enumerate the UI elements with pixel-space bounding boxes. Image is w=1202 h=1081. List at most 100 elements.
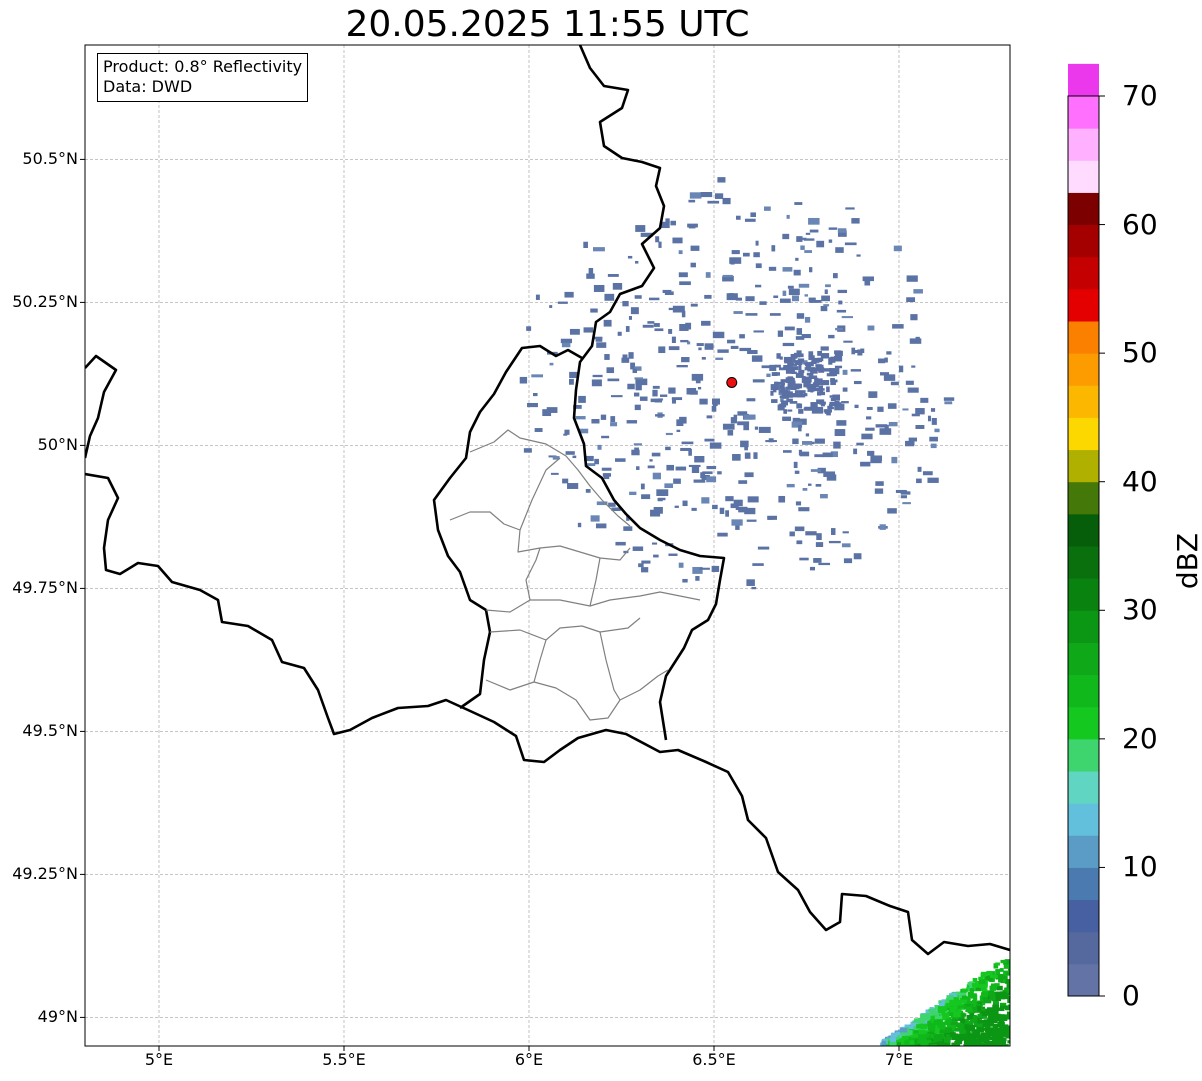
echo-cell bbox=[1009, 1000, 1010, 1005]
echo-cell bbox=[1013, 1018, 1020, 1022]
echo-cell bbox=[681, 441, 694, 445]
echo-cell bbox=[1013, 969, 1018, 975]
echo-cell bbox=[1015, 951, 1022, 956]
echo-cell bbox=[929, 436, 938, 442]
echo-cell bbox=[583, 327, 594, 333]
echo-cell bbox=[933, 1034, 938, 1041]
echo-cell bbox=[831, 528, 836, 535]
echo-cell bbox=[856, 442, 864, 446]
echo-cell bbox=[866, 406, 873, 410]
echo-cell bbox=[744, 444, 748, 451]
echo-cell bbox=[1012, 964, 1018, 969]
echo-cell bbox=[712, 504, 718, 510]
echo-cell bbox=[959, 1029, 966, 1034]
echo-cell bbox=[926, 1012, 932, 1017]
echo-cell bbox=[725, 510, 730, 517]
echo-cell bbox=[577, 522, 582, 528]
echo-cell bbox=[954, 1045, 962, 1046]
echo-cell bbox=[722, 423, 735, 430]
echo-cell bbox=[679, 281, 691, 286]
echo-cell bbox=[884, 1042, 891, 1046]
echo-cell bbox=[742, 252, 750, 257]
echo-cell bbox=[719, 507, 725, 514]
echo-cell bbox=[640, 483, 645, 490]
echo-cell bbox=[933, 1019, 941, 1025]
echo-cell bbox=[910, 314, 918, 321]
echo-cell bbox=[952, 1042, 961, 1046]
echo-cell bbox=[841, 401, 849, 404]
echo-cell bbox=[799, 391, 804, 398]
echo-cell bbox=[972, 978, 978, 983]
echo-cell bbox=[804, 316, 811, 323]
echo-cell bbox=[686, 387, 697, 395]
colorbar-segment bbox=[1068, 481, 1099, 515]
colorbar-tick-label: 70 bbox=[1122, 79, 1158, 112]
echo-cell bbox=[781, 387, 786, 394]
echo-cell bbox=[968, 1033, 975, 1037]
echo-cell bbox=[907, 387, 919, 393]
echo-cell bbox=[779, 395, 787, 398]
echo-cell bbox=[650, 398, 659, 403]
colorbar-segment bbox=[1068, 288, 1099, 322]
echo-cell bbox=[793, 461, 798, 469]
echo-cell bbox=[626, 515, 630, 521]
echo-cell bbox=[797, 358, 805, 362]
echo-cell bbox=[917, 1032, 925, 1038]
echo-cell bbox=[890, 1032, 898, 1038]
echo-cell bbox=[828, 358, 833, 365]
echo-cell bbox=[979, 1042, 988, 1046]
echo-cell bbox=[655, 414, 665, 417]
echo-cell bbox=[795, 501, 802, 506]
echo-cell bbox=[958, 1034, 965, 1038]
border-line bbox=[85, 472, 1010, 956]
colorbar-tick-label: 40 bbox=[1122, 464, 1158, 498]
border-line bbox=[85, 354, 118, 459]
district-line bbox=[519, 457, 561, 531]
echo-cell bbox=[1009, 1019, 1010, 1023]
echo-cell bbox=[827, 405, 831, 410]
echo-cell bbox=[812, 387, 820, 392]
echo-cell bbox=[1010, 971, 1018, 976]
echo-cell bbox=[937, 1042, 946, 1046]
echo-cell bbox=[596, 501, 608, 506]
echo-cell bbox=[925, 1039, 932, 1045]
echo-cell bbox=[870, 459, 882, 464]
echo-cell bbox=[709, 442, 722, 449]
echo-cell bbox=[805, 433, 810, 437]
echo-cell bbox=[798, 283, 810, 288]
echo-cell bbox=[628, 316, 632, 320]
echo-cell bbox=[796, 383, 801, 389]
echo-cell bbox=[906, 275, 918, 282]
echo-cell bbox=[816, 533, 822, 541]
echo-cell bbox=[625, 326, 630, 332]
echo-cell bbox=[681, 310, 686, 318]
echo-cell bbox=[997, 1034, 1002, 1038]
echo-cell bbox=[915, 336, 920, 340]
echo-cell bbox=[665, 432, 673, 436]
echo-cell bbox=[820, 353, 830, 359]
echo-cell bbox=[781, 400, 789, 406]
echo-cell bbox=[693, 479, 706, 483]
colorbar-tick-label: 50 bbox=[1122, 336, 1158, 370]
echo-cell bbox=[999, 1005, 1008, 1009]
echo-cell bbox=[744, 472, 754, 478]
echo-cell bbox=[665, 218, 670, 224]
echo-cell bbox=[688, 448, 692, 456]
echo-cell bbox=[815, 378, 823, 384]
echo-cell bbox=[807, 483, 812, 486]
echo-cell bbox=[807, 363, 812, 369]
echo-cell bbox=[532, 392, 538, 397]
echo-cell bbox=[1004, 987, 1010, 992]
echo-cell bbox=[907, 1040, 915, 1045]
echo-cell bbox=[735, 297, 743, 301]
echo-cell bbox=[746, 579, 755, 586]
echo-cell bbox=[779, 403, 787, 408]
echo-cell bbox=[717, 532, 728, 537]
echo-cell bbox=[911, 1032, 917, 1038]
echo-cell bbox=[704, 438, 715, 442]
echo-cell bbox=[975, 1044, 982, 1046]
echo-cell bbox=[784, 360, 792, 364]
echo-cell bbox=[804, 250, 813, 253]
echo-cell bbox=[739, 334, 745, 339]
